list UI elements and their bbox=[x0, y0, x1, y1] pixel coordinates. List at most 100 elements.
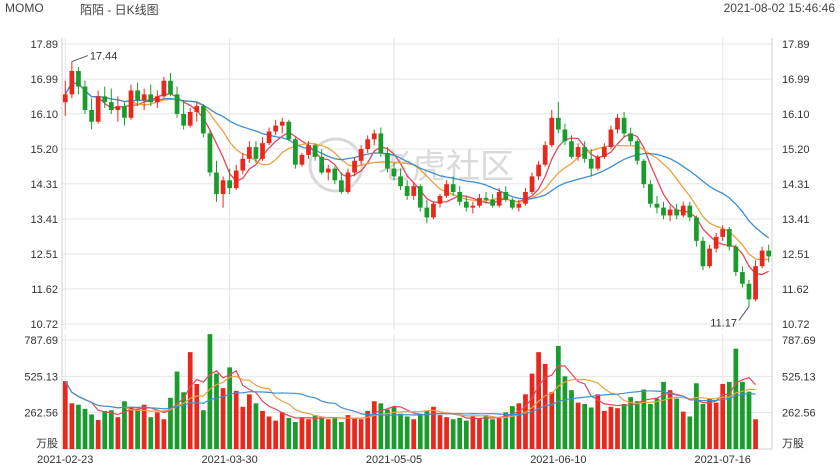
volume-bar bbox=[312, 415, 318, 449]
volume-bar bbox=[713, 402, 719, 449]
volume-bar bbox=[654, 398, 660, 449]
price-tick-label-left: 16.10 bbox=[30, 109, 58, 121]
candle bbox=[483, 197, 489, 200]
candle bbox=[358, 149, 364, 161]
candle bbox=[319, 156, 325, 173]
volume-ma20-line bbox=[64, 380, 756, 416]
price-tick-label-left: 15.20 bbox=[30, 144, 58, 156]
candle bbox=[648, 184, 653, 204]
candle bbox=[161, 80, 167, 97]
volume-bar bbox=[246, 394, 252, 449]
price-tick-label-left: 13.41 bbox=[30, 214, 58, 226]
candle bbox=[588, 158, 594, 169]
price-tick-label-right: 17.89 bbox=[782, 39, 810, 51]
volume-bar bbox=[503, 412, 509, 449]
candle bbox=[168, 80, 173, 95]
low-annotation-leader bbox=[738, 306, 750, 321]
volume-bar bbox=[62, 381, 68, 449]
high-annotation-leader bbox=[71, 55, 89, 63]
candle bbox=[339, 180, 344, 193]
volume-bar bbox=[240, 406, 246, 449]
volume-bar bbox=[575, 402, 581, 449]
price-tick-label-right: 14.31 bbox=[782, 179, 810, 191]
candle bbox=[115, 106, 121, 110]
volume-bar bbox=[444, 417, 449, 449]
volume-bar bbox=[128, 407, 134, 449]
candle bbox=[332, 168, 338, 181]
candle bbox=[509, 199, 515, 208]
candle bbox=[266, 131, 272, 144]
annotations: 17.44 11.17 bbox=[71, 51, 750, 329]
date-tick-label: 2021-02-23 bbox=[37, 454, 93, 466]
volume-tick-label-right: 262.56 bbox=[782, 408, 816, 420]
candle bbox=[108, 102, 114, 110]
price-ma20-line bbox=[64, 81, 770, 239]
candle bbox=[470, 205, 476, 208]
volume-bar bbox=[339, 422, 344, 449]
candle bbox=[601, 147, 607, 157]
timestamp: 2021-08-02 15:46:46 bbox=[723, 1, 835, 15]
candle bbox=[102, 96, 108, 103]
candle bbox=[312, 145, 318, 157]
volume-bar bbox=[569, 390, 574, 449]
volume-bar bbox=[194, 383, 200, 449]
volume-bar bbox=[509, 406, 515, 449]
volume-bar bbox=[720, 383, 726, 449]
candle bbox=[661, 207, 666, 216]
candle bbox=[345, 172, 351, 193]
low-annotation-label: 11.17 bbox=[710, 317, 737, 329]
candle bbox=[713, 236, 719, 249]
candle bbox=[398, 176, 403, 187]
candle bbox=[227, 180, 233, 189]
volume-unit-label-right: 万股 bbox=[782, 437, 804, 450]
volume-bar bbox=[628, 397, 634, 449]
candle bbox=[62, 94, 68, 103]
candle bbox=[496, 192, 502, 206]
candle bbox=[674, 209, 680, 216]
candle bbox=[694, 217, 699, 241]
candle bbox=[431, 203, 436, 218]
candle bbox=[220, 180, 226, 194]
price-tick-label-left: 14.31 bbox=[30, 179, 58, 191]
candle bbox=[516, 203, 522, 208]
volume-bar bbox=[483, 415, 489, 449]
volume-tick-label-left: 787.69 bbox=[24, 335, 58, 347]
chart-title: 陌陌 - 日K线图 bbox=[80, 3, 159, 17]
candle bbox=[214, 172, 219, 194]
volume-bar bbox=[227, 367, 233, 449]
candle bbox=[240, 158, 246, 171]
volume-bar bbox=[279, 412, 285, 449]
volume-bar bbox=[417, 415, 423, 449]
volume-tick-label-left: 262.56 bbox=[24, 408, 58, 420]
volume-bar bbox=[463, 420, 469, 449]
volume-bar bbox=[516, 403, 522, 449]
candle bbox=[707, 248, 712, 267]
candle bbox=[549, 117, 555, 146]
price-tick-label-right: 16.10 bbox=[782, 109, 810, 121]
candle bbox=[503, 192, 509, 200]
volume-bar bbox=[345, 415, 351, 449]
candle bbox=[457, 192, 463, 202]
volume-bar bbox=[174, 371, 180, 449]
volume-bar bbox=[141, 404, 147, 449]
volume-bar bbox=[641, 389, 647, 449]
volume-bar bbox=[740, 381, 745, 449]
candle bbox=[424, 207, 430, 218]
candle bbox=[555, 117, 561, 130]
volume-bar bbox=[450, 419, 456, 449]
candle bbox=[700, 240, 706, 267]
volume-bar bbox=[431, 406, 436, 449]
volume-bar bbox=[220, 388, 226, 449]
price-tick-label-left: 11.62 bbox=[31, 284, 58, 296]
candle bbox=[542, 145, 548, 165]
volume-bar bbox=[253, 403, 259, 449]
candle bbox=[174, 94, 180, 114]
candle bbox=[207, 133, 213, 173]
candle bbox=[135, 90, 140, 101]
volume-tick-label-left: 525.13 bbox=[24, 371, 58, 383]
candle bbox=[490, 199, 495, 206]
volume-bar bbox=[385, 409, 390, 449]
candle bbox=[654, 203, 660, 208]
candle bbox=[306, 145, 311, 155]
volume-tick-label-right: 787.69 bbox=[782, 335, 816, 347]
